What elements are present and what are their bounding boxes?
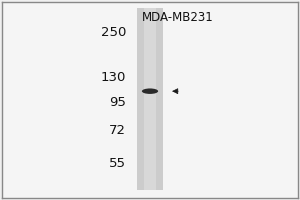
Bar bbox=[144, 8, 156, 190]
Text: 72: 72 bbox=[109, 124, 126, 137]
Text: 130: 130 bbox=[101, 71, 126, 84]
Text: MDA-MB231: MDA-MB231 bbox=[142, 11, 214, 24]
Text: 55: 55 bbox=[109, 157, 126, 170]
Bar bbox=[137, 8, 163, 190]
Text: 250: 250 bbox=[101, 26, 126, 39]
Ellipse shape bbox=[142, 88, 158, 94]
Text: 95: 95 bbox=[110, 96, 126, 109]
